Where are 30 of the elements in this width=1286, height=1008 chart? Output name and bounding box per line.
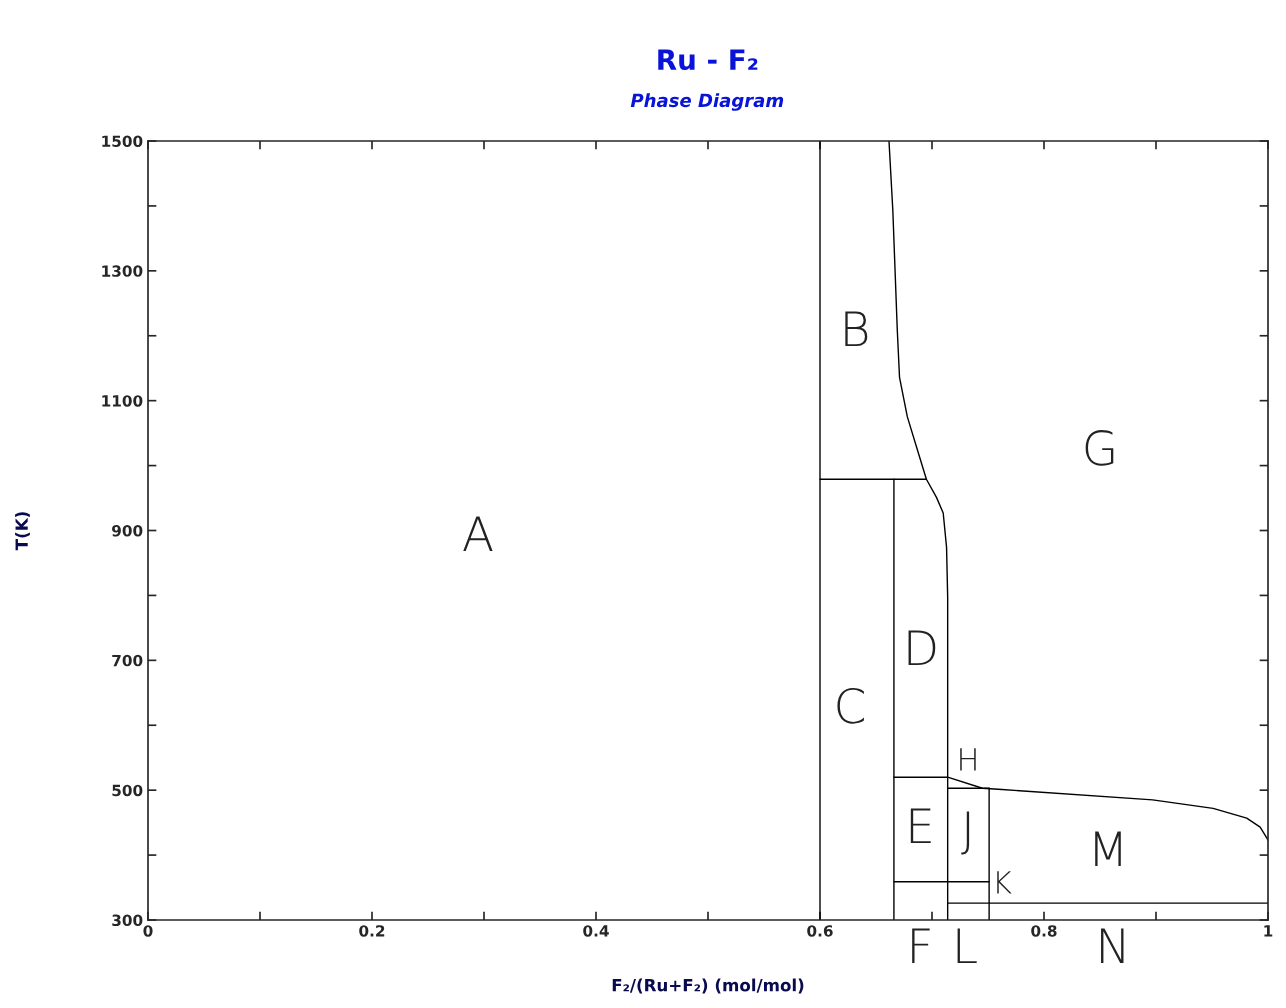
annotation: H xyxy=(960,748,976,771)
annotation: J xyxy=(961,811,970,855)
annotation: A xyxy=(463,516,493,552)
x-tick-label: 0.4 xyxy=(583,925,609,937)
chart-title: Ru - F₂ xyxy=(658,49,758,71)
text: L xyxy=(957,928,977,964)
x-tick-label: 0.2 xyxy=(359,925,385,937)
y-tick-label: 1500 xyxy=(102,135,143,148)
annotation: E xyxy=(910,808,931,844)
annotation: M xyxy=(1095,831,1121,867)
chart-subtitle: Phase Diagram xyxy=(630,93,784,111)
y-axis-title: T(K) xyxy=(15,512,30,551)
y-tick-label: 900 xyxy=(112,524,143,537)
text: F xyxy=(912,928,930,964)
annotation: G xyxy=(1085,429,1114,466)
y-tick-label: 1300 xyxy=(102,265,143,277)
x-axis-title: F₂/(Ru+F₂) (mol/mol) xyxy=(612,978,804,994)
annotation: B xyxy=(845,311,868,347)
x-tick-label: 0.8 xyxy=(1031,925,1057,937)
x-tick-label: 0.6 xyxy=(807,925,833,937)
y-tick-label: 500 xyxy=(112,784,143,797)
x-tick-label: 1 xyxy=(1264,925,1273,937)
y-tick-label: 700 xyxy=(112,654,143,667)
annotation: D xyxy=(908,630,936,666)
annotation: C xyxy=(837,687,864,724)
y-tick-label: 300 xyxy=(112,914,143,927)
y-tick-label: 1100 xyxy=(102,395,143,407)
annotation: K xyxy=(997,871,1012,894)
text: N xyxy=(1101,928,1124,964)
x-tick-label: 0 xyxy=(143,925,153,937)
